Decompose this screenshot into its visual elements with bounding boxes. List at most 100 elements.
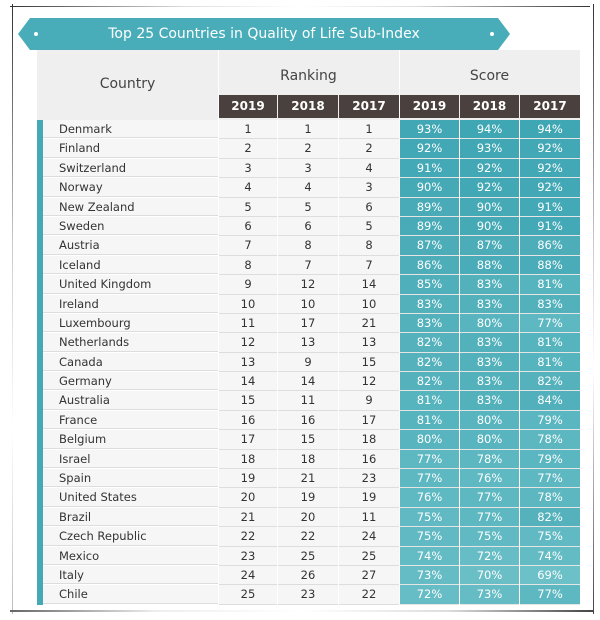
rank-2018-cell: 19	[278, 488, 338, 508]
row-accent-bar	[37, 294, 43, 314]
score-2019-cell: 75%	[400, 507, 459, 528]
score-2017-cell: 81%	[520, 333, 580, 353]
score-2017-cell: 86%	[520, 236, 580, 256]
table-row: Belgium 17 15 18 80% 80% 78%	[37, 430, 580, 450]
score-2017-cell: 75%	[520, 527, 580, 547]
score-2017-cell: 91%	[520, 216, 580, 237]
table-row: Israel 18 18 16 77% 78% 79%	[37, 449, 580, 470]
rank-2019-cell: 9	[219, 275, 277, 295]
score-2018-cell: 83%	[460, 372, 519, 392]
table-header: Country Ranking Score 2019 2018 2017 201…	[37, 50, 580, 120]
bullet-dot	[490, 32, 494, 36]
rank-2018-cell: 15	[278, 430, 338, 450]
row-accent-bar	[37, 178, 43, 198]
rank-2017-cell: 27	[339, 565, 399, 586]
rank-2019-cell: 3	[219, 158, 277, 179]
country-cell: Spain	[43, 469, 218, 488]
score-2018-cell: 90%	[460, 197, 519, 217]
score-2018-cell: 83%	[460, 391, 519, 411]
rank-2018-cell: 17	[278, 313, 338, 334]
rank-2017-cell: 18	[339, 430, 399, 450]
rank-2019-cell: 1	[219, 120, 277, 140]
score-2019-cell: 77%	[400, 449, 459, 470]
rank-2019-cell: 17	[219, 430, 277, 450]
rank-2017-cell: 23	[339, 469, 399, 489]
score-2019-cell: 83%	[400, 313, 459, 334]
table-row: Brazil 21 20 11 75% 77% 82%	[37, 507, 580, 528]
score-2019-cell: 89%	[400, 216, 459, 237]
country-cell: Mexico	[43, 546, 218, 565]
table-row: Iceland 8 7 7 86% 88% 88%	[37, 255, 580, 276]
row-accent-bar	[37, 430, 43, 450]
rank-2018-cell: 10	[278, 294, 338, 314]
row-accent-bar	[37, 565, 43, 586]
score-2018-cell: 92%	[460, 178, 519, 198]
rank-2018-cell: 3	[278, 158, 338, 179]
rank-2017-cell: 25	[339, 546, 399, 566]
rank-2017-cell: 16	[339, 449, 399, 470]
rank-2018-cell: 11	[278, 391, 338, 411]
rank-2017-cell: 3	[339, 178, 399, 198]
rank-2018-cell: 20	[278, 507, 338, 528]
rank-2019-cell: 13	[219, 352, 277, 373]
row-accent-bar	[37, 120, 43, 140]
rank-2019-cell: 14	[219, 372, 277, 392]
country-cell: Denmark	[43, 120, 218, 139]
row-accent-bar	[37, 546, 43, 566]
frame-border-left	[12, 4, 13, 614]
rank-2017-cell: 4	[339, 158, 399, 179]
score-2019-cell: 82%	[400, 372, 459, 392]
country-cell: Norway	[43, 178, 218, 197]
score-2017-cell: 88%	[520, 255, 580, 276]
score-2019-cell: 75%	[400, 527, 459, 547]
country-cell: Ireland	[43, 294, 218, 313]
rank-2019-cell: 21	[219, 507, 277, 528]
rank-2018-cell: 16	[278, 410, 338, 431]
country-cell: Netherlands	[43, 333, 218, 352]
score-2017-cell: 92%	[520, 158, 580, 179]
row-accent-bar	[37, 352, 43, 373]
table-row: Luxembourg 11 17 21 83% 80% 77%	[37, 313, 580, 334]
score-2019-cell: 91%	[400, 158, 459, 179]
rank-2018-cell: 1	[278, 120, 338, 140]
score-2017-cell: 77%	[520, 585, 580, 605]
table-row: Switzerland 3 3 4 91% 92% 92%	[37, 158, 580, 179]
rank-2019-cell: 19	[219, 469, 277, 489]
row-accent-bar	[37, 236, 43, 256]
score-2018-cell: 72%	[460, 546, 519, 566]
score-2018-cell: 75%	[460, 527, 519, 547]
score-2017-cell: 82%	[520, 507, 580, 528]
row-accent-bar	[37, 585, 43, 605]
score-2019-cell: 81%	[400, 410, 459, 431]
table-row: United States 20 19 19 76% 77% 78%	[37, 488, 580, 508]
country-cell: Australia	[43, 391, 218, 410]
score-2017-cell: 81%	[520, 275, 580, 295]
row-accent-bar	[37, 216, 43, 237]
score-2017-cell: 78%	[520, 430, 580, 450]
row-accent-bar	[37, 449, 43, 470]
rank-2019-cell: 5	[219, 197, 277, 217]
rank-2018-cell: 22	[278, 527, 338, 547]
country-cell: New Zealand	[43, 197, 218, 216]
country-cell: Brazil	[43, 507, 218, 527]
rank-2017-cell: 10	[339, 294, 399, 314]
frame-border-bottom	[10, 610, 594, 612]
table-row: Czech Republic 22 22 24 75% 75% 75%	[37, 527, 580, 547]
rank-2019-cell: 16	[219, 410, 277, 431]
score-2017-cell: 81%	[520, 352, 580, 373]
score-2019-cell: 81%	[400, 391, 459, 411]
score-2018-cell: 78%	[460, 449, 519, 470]
rank-2017-cell: 14	[339, 275, 399, 295]
score-2018-cell: 93%	[460, 139, 519, 159]
score-2018-cell: 83%	[460, 294, 519, 314]
table-row: Canada 13 9 15 82% 83% 81%	[37, 352, 580, 373]
row-accent-bar	[37, 488, 43, 508]
score-2018-cell: 76%	[460, 469, 519, 489]
country-cell: Italy	[43, 565, 218, 585]
table-row: Germany 14 14 12 82% 83% 82%	[37, 372, 580, 392]
rank-2017-cell: 2	[339, 139, 399, 159]
score-2019-cell: 82%	[400, 352, 459, 373]
score-2019-cell: 93%	[400, 120, 459, 140]
score-2017-cell: 94%	[520, 120, 580, 140]
